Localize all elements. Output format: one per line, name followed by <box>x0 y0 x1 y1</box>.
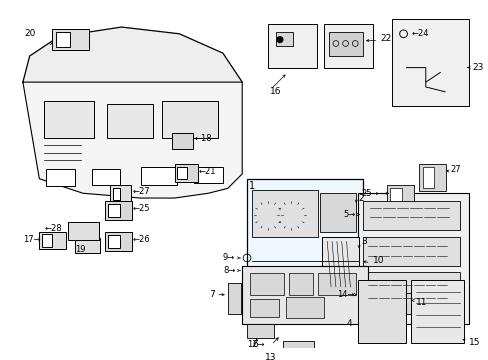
Bar <box>275 32 293 46</box>
Bar <box>328 32 362 56</box>
Text: 16: 16 <box>270 87 281 96</box>
Bar <box>113 188 120 200</box>
Bar <box>162 102 218 138</box>
Text: 12→: 12→ <box>246 341 264 350</box>
Bar <box>317 273 355 295</box>
Bar <box>418 164 445 191</box>
Bar <box>386 185 413 207</box>
Bar <box>324 24 372 68</box>
Circle shape <box>276 37 282 42</box>
Text: 4: 4 <box>346 319 351 328</box>
Text: 14→: 14→ <box>336 290 354 299</box>
Text: ←24: ←24 <box>410 29 428 38</box>
Bar <box>92 169 119 185</box>
Text: 3: 3 <box>360 237 366 246</box>
Text: 22: 22 <box>380 34 391 43</box>
Bar <box>46 169 75 186</box>
Text: ←28: ←28 <box>44 225 61 234</box>
Bar <box>108 204 119 217</box>
Text: 11: 11 <box>415 298 427 307</box>
Bar <box>246 324 274 338</box>
Bar <box>322 237 358 290</box>
Bar <box>288 273 312 295</box>
Bar <box>56 32 70 47</box>
Text: ←26: ←26 <box>133 235 150 244</box>
Bar <box>227 283 241 314</box>
Bar <box>249 300 278 317</box>
Text: 5→: 5→ <box>343 210 355 219</box>
Bar <box>107 104 153 138</box>
Text: 27: 27 <box>449 165 460 174</box>
Bar <box>246 179 362 300</box>
Bar <box>357 280 406 343</box>
Bar <box>319 193 355 232</box>
Bar <box>389 188 401 204</box>
Text: ←25: ←25 <box>133 204 150 213</box>
Bar <box>108 235 119 248</box>
Text: 10: 10 <box>372 256 384 265</box>
Text: 7: 7 <box>209 290 215 299</box>
Bar <box>141 167 177 185</box>
Bar <box>105 232 132 251</box>
Text: 2: 2 <box>357 194 363 203</box>
Bar <box>422 167 433 188</box>
Bar <box>372 293 410 314</box>
Bar <box>362 273 459 311</box>
Text: ←18: ←18 <box>195 134 212 143</box>
Bar <box>249 273 283 295</box>
Polygon shape <box>23 27 242 82</box>
Polygon shape <box>23 82 242 198</box>
Bar <box>174 164 197 182</box>
Bar <box>242 266 367 324</box>
Text: 25→: 25→ <box>360 189 378 198</box>
Bar <box>194 167 223 183</box>
Text: ←21: ←21 <box>198 167 216 176</box>
Bar <box>75 238 100 253</box>
Text: 23: 23 <box>471 63 483 72</box>
Text: 13: 13 <box>264 353 275 360</box>
Bar <box>391 19 468 106</box>
Bar <box>105 201 132 220</box>
Bar <box>44 102 94 138</box>
Text: 19: 19 <box>75 245 85 254</box>
Bar <box>268 24 316 68</box>
Bar <box>362 237 459 266</box>
Bar <box>110 185 131 203</box>
Text: 6: 6 <box>251 341 257 350</box>
Bar <box>42 234 52 247</box>
Text: 20: 20 <box>25 29 36 38</box>
Bar <box>285 297 324 318</box>
Bar <box>362 201 459 230</box>
Text: 8→: 8→ <box>223 266 235 275</box>
Bar <box>171 133 193 149</box>
Text: 1: 1 <box>248 181 255 192</box>
Bar <box>177 167 187 179</box>
Text: 15: 15 <box>468 338 480 347</box>
Text: ←27: ←27 <box>133 187 150 196</box>
Bar <box>282 341 313 360</box>
Bar <box>410 280 464 343</box>
Bar <box>39 232 66 249</box>
Text: 17→: 17→ <box>23 235 41 244</box>
Bar <box>68 222 99 240</box>
Bar <box>251 190 317 237</box>
Bar <box>52 29 88 50</box>
Text: 9→: 9→ <box>223 253 235 262</box>
Bar <box>357 193 468 324</box>
